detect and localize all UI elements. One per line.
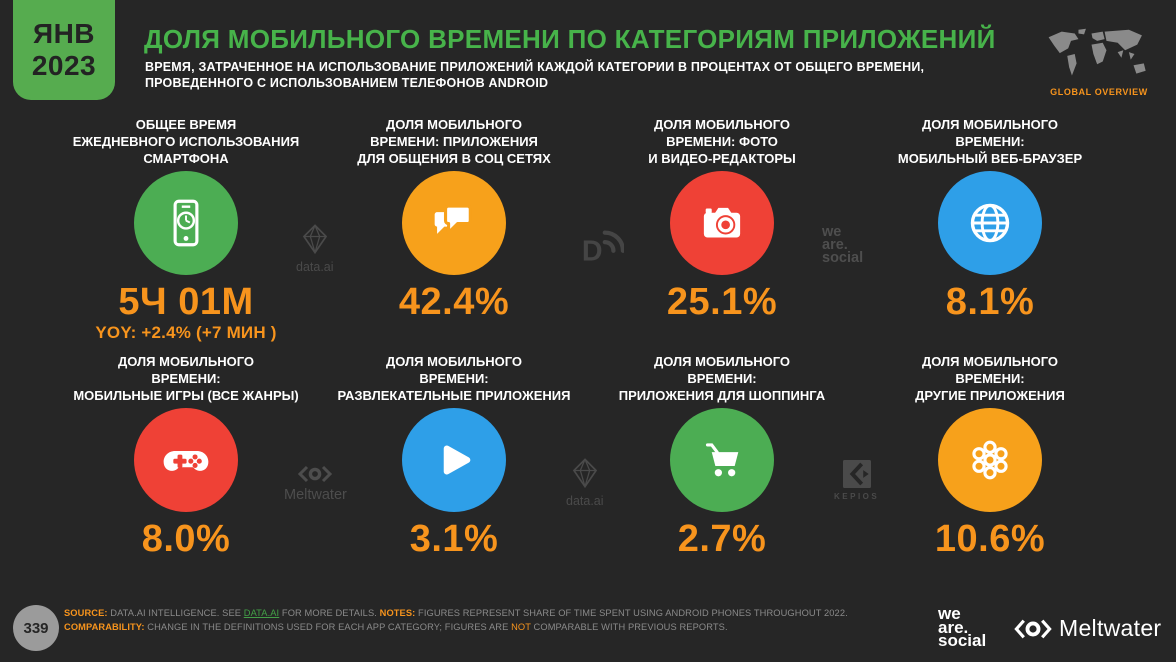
dataai-diamond-icon (302, 224, 327, 255)
page-title: ДОЛЯ МОБИЛЬНОГО ВРЕМЕНИ ПО КАТЕГОРИЯМ ПР… (144, 24, 996, 54)
dataai-diamond-icon (572, 458, 597, 489)
date-badge: ЯНВ 2023 (13, 0, 115, 100)
app-cluster-icon (972, 440, 1008, 480)
meltwater-watermark: Meltwater (284, 464, 347, 503)
stat-card-photo-video: ДОЛЯ МОБИЛЬНОГО ВРЕМЕНИ: ФОТО И ВИДЕО-РЕ… (588, 116, 856, 343)
shopping-cart-icon (705, 443, 739, 477)
stat-yoy: YOY: +2.4% (+7 МИН ) (95, 323, 277, 342)
smartphone-clock-icon (173, 199, 199, 247)
stat-card-entertainment: ДОЛЯ МОБИЛЬНОГО ВРЕМЕНИ: РАЗВЛЕКАТЕЛЬНЫЕ… (320, 353, 588, 559)
svg-text:D: D (582, 235, 603, 266)
region-indicator: GLOBAL OVERVIEW (1036, 26, 1162, 97)
source-text: DATA.AI INTELLIGENCE. SEE (107, 608, 244, 618)
stat-label: ДОЛЯ МОБИЛЬНОГО ВРЕМЕНИ: ПРИЛОЖЕНИЯ ДЛЯ … (357, 117, 551, 166)
world-map-icon (1048, 28, 1146, 76)
dataai-watermark-2: data.ai (566, 456, 604, 508)
kepios-watermark: KEPIOS (834, 460, 879, 501)
page-subtitle: ВРЕМЯ, ЗАТРАЧЕННОЕ НА ИСПОЛЬЗОВАНИЕ ПРИЛ… (145, 60, 925, 90)
stat-value: 8.1% (945, 281, 1035, 323)
stat-label: ДОЛЯ МОБИЛЬНОГО ВРЕМЕНИ: ПРИЛОЖЕНИЯ ДЛЯ … (618, 354, 826, 403)
dataai-d-signal-icon: D (582, 230, 624, 266)
date-badge-year: 2023 (31, 50, 97, 81)
stat-value: 3.1% (409, 518, 499, 560)
dataai-watermark: data.ai (296, 222, 334, 274)
meltwater-watermark-label: Meltwater (284, 487, 347, 503)
stat-card-web-browser: ДОЛЯ МОБИЛЬНОГО ВРЕМЕНИ: МОБИЛЬНЫЙ ВЕБ-Б… (856, 116, 1124, 343)
comparability-label: COMPARABILITY: (64, 621, 145, 632)
wearesocial-logo-line: are. (938, 617, 969, 637)
kepios-watermark-label: KEPIOS (834, 492, 880, 501)
source-text: FOR MORE DETAILS. (279, 608, 380, 618)
meltwater-logo-icon (1014, 619, 1052, 638)
wearesocial-logo: we are. social (938, 604, 987, 650)
wearesocial-logo-line: social (938, 631, 987, 650)
stat-circle (402, 408, 506, 512)
stat-label: ДОЛЯ МОБИЛЬНОГО ВРЕМЕНИ: РАЗВЛЕКАТЕЛЬНЫЕ… (337, 354, 571, 403)
wearesocial-logo-line: we (938, 604, 961, 623)
stat-card-social: ДОЛЯ МОБИЛЬНОГО ВРЕМЕНИ: ПРИЛОЖЕНИЯ ДЛЯ … (320, 116, 588, 343)
stat-card-shopping: ДОЛЯ МОБИЛЬНОГО ВРЕМЕНИ: ПРИЛОЖЕНИЯ ДЛЯ … (588, 353, 856, 559)
stat-card-other-apps: ДОЛЯ МОБИЛЬНОГО ВРЕМЕНИ: ДРУГИЕ ПРИЛОЖЕН… (856, 353, 1124, 559)
page-number: 339 (23, 619, 49, 637)
stat-label: ДОЛЯ МОБИЛЬНОГО ВРЕМЕНИ: МОБИЛЬНЫЕ ИГРЫ … (73, 354, 299, 403)
gamepad-icon (163, 450, 209, 471)
stat-value: 8.0% (141, 518, 231, 560)
stat-value: 25.1% (666, 281, 778, 323)
stat-circle (402, 171, 506, 275)
camera-icon (703, 207, 741, 238)
stat-circle (670, 171, 774, 275)
region-label: GLOBAL OVERVIEW (1050, 87, 1148, 97)
stat-label: ДОЛЯ МОБИЛЬНОГО ВРЕМЕНИ: МОБИЛЬНЫЙ ВЕБ-Б… (897, 117, 1083, 166)
stat-circle (134, 408, 238, 512)
stat-card-games: ДОЛЯ МОБИЛЬНОГО ВРЕМЕНИ: МОБИЛЬНЫЕ ИГРЫ … (52, 353, 320, 559)
chat-bubbles-icon (434, 204, 472, 235)
dataai-watermark-label: data.ai (296, 260, 334, 274)
dataai-watermark-label: data.ai (566, 494, 604, 508)
stat-circle (938, 171, 1042, 275)
dataai-link[interactable]: DATA.AI (243, 608, 280, 618)
stat-label: ДОЛЯ МОБИЛЬНОГО ВРЕМЕНИ: ДРУГИЕ ПРИЛОЖЕН… (915, 354, 1065, 403)
stat-card-daily-time: ОБЩЕЕ ВРЕМЯ ЕЖЕДНЕВНОГО ИСПОЛЬЗОВАНИЯ СМ… (52, 116, 320, 343)
globe-icon (970, 203, 1010, 243)
source-label: SOURCE: (64, 608, 108, 618)
stat-value: 5Ч 01М (118, 281, 254, 323)
meltwater-logo-text: Meltwater (1059, 615, 1162, 641)
kepios-logo-icon (842, 460, 871, 488)
stat-value: 10.6% (934, 518, 1046, 560)
date-badge-month: ЯНВ (32, 18, 96, 49)
wearesocial-watermark: we are. social (822, 224, 864, 266)
meltwater-logo: Meltwater (1012, 615, 1161, 642)
source-text: FIGURES REPRESENT SHARE OF TIME SPENT US… (415, 608, 848, 618)
source-text: CHANGE IN THE DEFINITIONS USED FOR EACH … (144, 621, 512, 632)
stat-circle (134, 171, 238, 275)
dataai-logo-watermark: D (578, 224, 624, 266)
stats-row-2: ДОЛЯ МОБИЛЬНОГО ВРЕМЕНИ: МОБИЛЬНЫЕ ИГРЫ … (52, 353, 1124, 559)
source-note: SOURCE: DATA.AI INTELLIGENCE. SEE DATA.A… (64, 607, 904, 634)
play-icon (443, 445, 471, 475)
notes-label: NOTES: (379, 608, 416, 618)
stat-value: 2.7% (677, 518, 767, 560)
stats-row-1: ОБЩЕЕ ВРЕМЯ ЕЖЕДНЕВНОГО ИСПОЛЬЗОВАНИЯ СМ… (52, 116, 1124, 343)
source-text: COMPARABLE WITH PREVIOUS REPORTS. (530, 621, 728, 632)
not-highlight: NOT (511, 621, 531, 632)
stat-label: ДОЛЯ МОБИЛЬНОГО ВРЕМЕНИ: ФОТО И ВИДЕО-РЕ… (648, 117, 796, 166)
stat-label: ОБЩЕЕ ВРЕМЯ ЕЖЕДНЕВНОГО ИСПОЛЬЗОВАНИЯ СМ… (72, 117, 300, 166)
stat-circle (670, 408, 774, 512)
stat-value: 42.4% (398, 281, 510, 323)
stat-circle (938, 408, 1042, 512)
page-number-badge: 339 (13, 605, 59, 651)
meltwater-eye-icon (298, 465, 333, 483)
